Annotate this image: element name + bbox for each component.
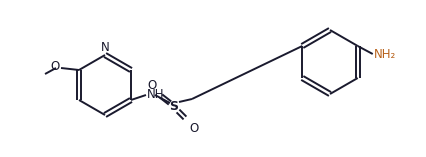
Text: S: S [170, 100, 178, 114]
Text: O: O [189, 122, 198, 135]
Text: NH: NH [147, 87, 164, 100]
Text: N: N [101, 41, 109, 54]
Text: NH₂: NH₂ [374, 48, 396, 60]
Text: O: O [148, 79, 157, 92]
Text: O: O [51, 60, 60, 73]
